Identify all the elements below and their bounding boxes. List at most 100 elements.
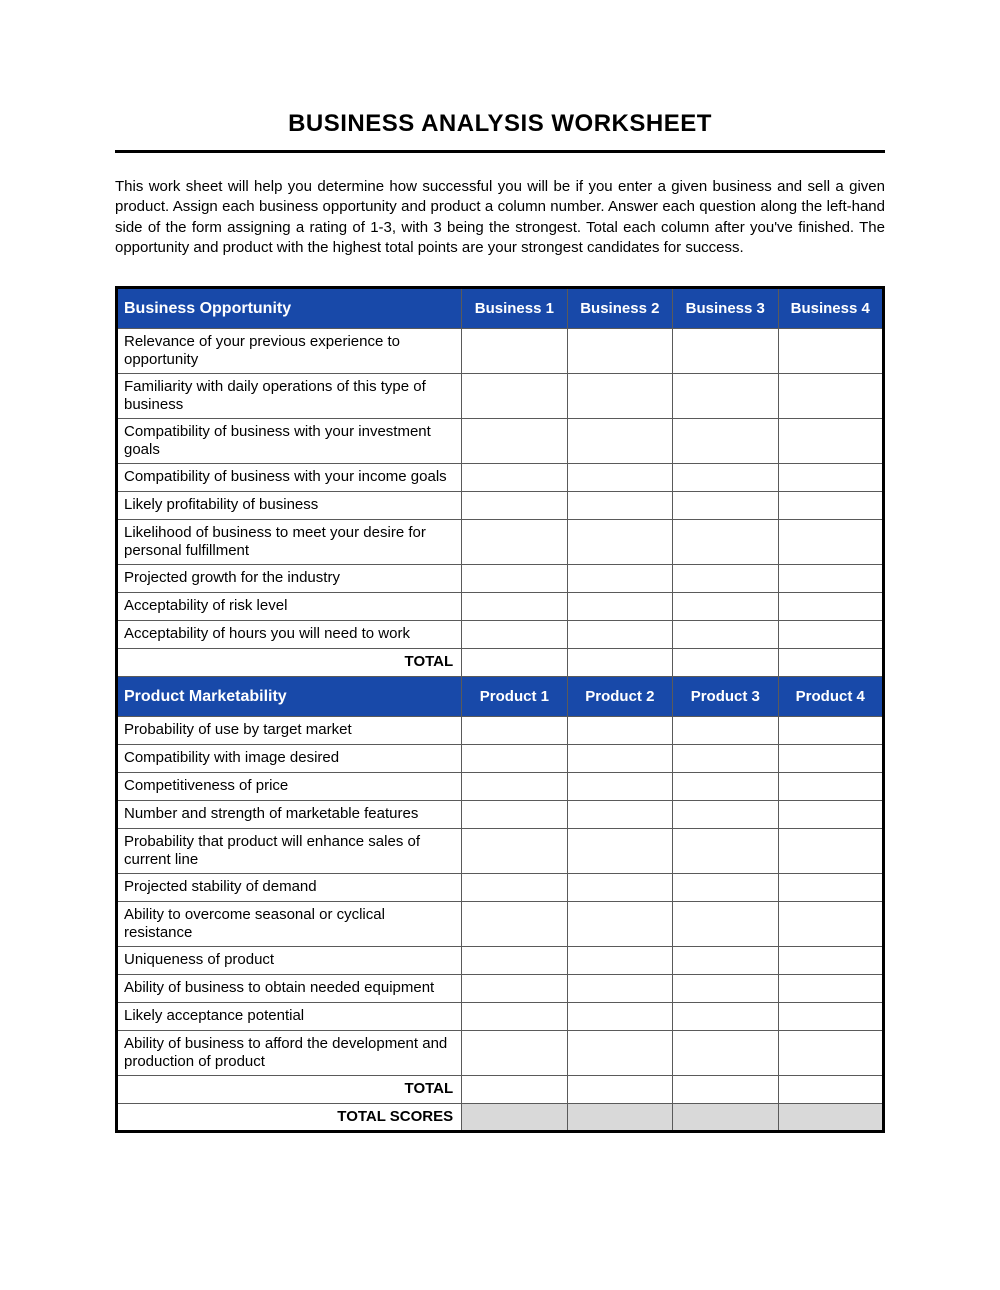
rating-cell[interactable] — [778, 1031, 883, 1076]
rating-cell[interactable] — [778, 975, 883, 1003]
rating-cell[interactable] — [778, 902, 883, 947]
rating-cell[interactable] — [567, 419, 672, 464]
total-cell[interactable] — [778, 1076, 883, 1104]
total-score-cell[interactable] — [778, 1104, 883, 1132]
rating-cell[interactable] — [673, 829, 778, 874]
rating-cell[interactable] — [567, 1031, 672, 1076]
rating-cell[interactable] — [778, 745, 883, 773]
rating-cell[interactable] — [778, 874, 883, 902]
total-score-cell[interactable] — [673, 1104, 778, 1132]
total-cell[interactable] — [673, 1076, 778, 1104]
rating-cell[interactable] — [567, 492, 672, 520]
rating-cell[interactable] — [567, 902, 672, 947]
rating-cell[interactable] — [778, 947, 883, 975]
total-cell[interactable] — [567, 1076, 672, 1104]
column-header: Business 1 — [462, 288, 567, 329]
rating-cell[interactable] — [462, 520, 567, 565]
rating-cell[interactable] — [673, 902, 778, 947]
rating-cell[interactable] — [567, 565, 672, 593]
rating-cell[interactable] — [567, 621, 672, 649]
rating-cell[interactable] — [462, 492, 567, 520]
rating-cell[interactable] — [778, 520, 883, 565]
rating-cell[interactable] — [778, 717, 883, 745]
rating-cell[interactable] — [567, 745, 672, 773]
rating-cell[interactable] — [673, 621, 778, 649]
rating-cell[interactable] — [462, 464, 567, 492]
rating-cell[interactable] — [567, 975, 672, 1003]
rating-cell[interactable] — [673, 1031, 778, 1076]
rating-cell[interactable] — [567, 801, 672, 829]
rating-cell[interactable] — [462, 1031, 567, 1076]
rating-cell[interactable] — [462, 374, 567, 419]
total-cell[interactable] — [567, 649, 672, 677]
criterion-label: Number and strength of marketable featur… — [117, 801, 462, 829]
rating-cell[interactable] — [567, 874, 672, 902]
rating-cell[interactable] — [462, 874, 567, 902]
rating-cell[interactable] — [673, 801, 778, 829]
rating-cell[interactable] — [673, 874, 778, 902]
rating-cell[interactable] — [462, 773, 567, 801]
rating-cell[interactable] — [778, 464, 883, 492]
total-score-cell[interactable] — [462, 1104, 567, 1132]
rating-cell[interactable] — [462, 593, 567, 621]
rating-cell[interactable] — [567, 329, 672, 374]
rating-cell[interactable] — [673, 1003, 778, 1031]
rating-cell[interactable] — [567, 829, 672, 874]
criterion-label: Uniqueness of product — [117, 947, 462, 975]
rating-cell[interactable] — [673, 947, 778, 975]
rating-cell[interactable] — [673, 520, 778, 565]
rating-cell[interactable] — [778, 374, 883, 419]
rating-cell[interactable] — [567, 773, 672, 801]
rating-cell[interactable] — [778, 829, 883, 874]
rating-cell[interactable] — [462, 1003, 567, 1031]
rating-cell[interactable] — [778, 565, 883, 593]
rating-cell[interactable] — [673, 773, 778, 801]
rating-cell[interactable] — [462, 565, 567, 593]
rating-cell[interactable] — [778, 801, 883, 829]
rating-cell[interactable] — [778, 492, 883, 520]
rating-cell[interactable] — [778, 1003, 883, 1031]
total-score-cell[interactable] — [567, 1104, 672, 1132]
rating-cell[interactable] — [778, 419, 883, 464]
rating-cell[interactable] — [567, 520, 672, 565]
rating-cell[interactable] — [673, 419, 778, 464]
criterion-row: Likelihood of business to meet your desi… — [117, 520, 884, 565]
rating-cell[interactable] — [462, 829, 567, 874]
rating-cell[interactable] — [567, 374, 672, 419]
rating-cell[interactable] — [567, 947, 672, 975]
rating-cell[interactable] — [673, 329, 778, 374]
total-cell[interactable] — [462, 649, 567, 677]
rating-cell[interactable] — [778, 621, 883, 649]
rating-cell[interactable] — [462, 975, 567, 1003]
criterion-label: Acceptability of risk level — [117, 593, 462, 621]
rating-cell[interactable] — [673, 975, 778, 1003]
rating-cell[interactable] — [462, 947, 567, 975]
total-cell[interactable] — [462, 1076, 567, 1104]
rating-cell[interactable] — [462, 329, 567, 374]
rating-cell[interactable] — [673, 565, 778, 593]
rating-cell[interactable] — [462, 745, 567, 773]
rating-cell[interactable] — [673, 464, 778, 492]
rating-cell[interactable] — [567, 1003, 672, 1031]
rating-cell[interactable] — [778, 773, 883, 801]
rating-cell[interactable] — [567, 464, 672, 492]
rating-cell[interactable] — [462, 717, 567, 745]
rating-cell[interactable] — [673, 745, 778, 773]
rating-cell[interactable] — [673, 492, 778, 520]
rating-cell[interactable] — [462, 801, 567, 829]
total-cell[interactable] — [778, 649, 883, 677]
criterion-row: Acceptability of hours you will need to … — [117, 621, 884, 649]
rating-cell[interactable] — [673, 374, 778, 419]
rating-cell[interactable] — [462, 902, 567, 947]
rating-cell[interactable] — [462, 621, 567, 649]
rating-cell[interactable] — [673, 593, 778, 621]
rating-cell[interactable] — [778, 329, 883, 374]
criterion-row: Uniqueness of product — [117, 947, 884, 975]
rating-cell[interactable] — [567, 593, 672, 621]
rating-cell[interactable] — [462, 419, 567, 464]
rating-cell[interactable] — [673, 717, 778, 745]
total-cell[interactable] — [673, 649, 778, 677]
rating-cell[interactable] — [778, 593, 883, 621]
criterion-label: Likely acceptance potential — [117, 1003, 462, 1031]
rating-cell[interactable] — [567, 717, 672, 745]
